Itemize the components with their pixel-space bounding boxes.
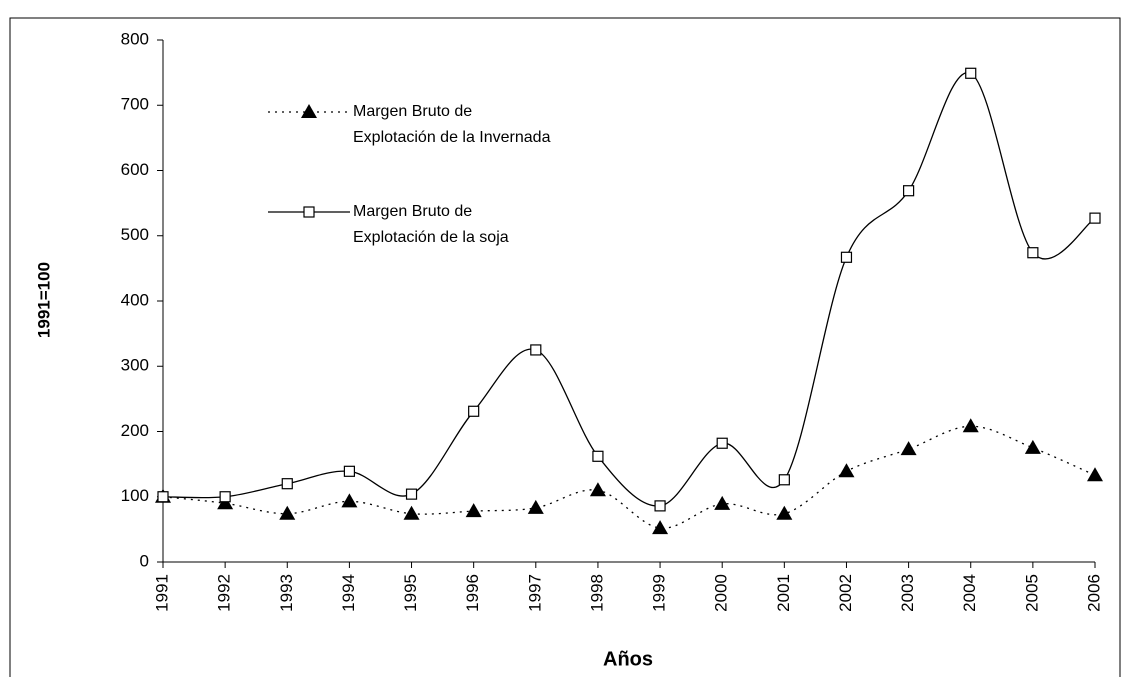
x-tick-label: 1992 [215, 574, 234, 612]
square-marker [405, 488, 418, 500]
y-tick-label: 800 [121, 29, 149, 48]
square-marker [530, 344, 542, 356]
square-marker [654, 500, 666, 512]
y-tick-label: 600 [121, 160, 149, 179]
legend-label: Margen Bruto de Explotación de la Invern… [353, 103, 551, 146]
triangle-marker [652, 520, 669, 535]
x-tick-label: 1995 [401, 574, 420, 612]
legend-label: Margen Bruto de Explotación de la soja [353, 203, 509, 246]
y-tick-label: 700 [121, 95, 149, 114]
x-tick-label: 1999 [650, 574, 669, 612]
square-marker [840, 251, 853, 263]
square-marker [281, 478, 293, 490]
x-tick-label: 1996 [463, 574, 482, 612]
x-axis-title: Años [603, 648, 653, 670]
triangle-marker [527, 499, 544, 514]
series-line [162, 72, 1096, 507]
triangle-marker [962, 418, 979, 433]
x-tick-label: 1994 [339, 574, 358, 612]
x-tick-label: 2004 [960, 574, 979, 612]
y-tick-label: 500 [121, 225, 149, 244]
y-tick-label: 0 [140, 551, 149, 570]
triangle-marker [900, 441, 917, 456]
x-tick-label: 2000 [712, 574, 731, 612]
square-marker [157, 491, 169, 503]
y-axis-title: 1991=100 [34, 262, 53, 338]
square-marker [716, 437, 728, 449]
x-tick-label: 2001 [774, 574, 793, 612]
square-marker [219, 491, 231, 503]
x-tick-label: 2002 [836, 574, 855, 612]
square-marker [902, 185, 915, 197]
square-marker [343, 465, 355, 477]
frame [9, 17, 1121, 677]
legend-marker [301, 104, 317, 118]
triangle-marker [1024, 439, 1041, 454]
triangle-marker [1087, 467, 1103, 482]
y-tick-label: 200 [121, 421, 149, 440]
x-tick-label: 1998 [587, 574, 606, 612]
square-marker [1089, 212, 1101, 224]
x-tick-label: 2006 [1084, 574, 1103, 612]
x-tick-label: 2005 [1022, 574, 1041, 612]
triangle-marker [465, 503, 482, 518]
triangle-marker [403, 505, 420, 520]
triangle-marker [838, 463, 855, 478]
x-tick-label: 2003 [898, 574, 917, 612]
triangle-marker [714, 495, 731, 510]
triangle-marker [279, 505, 296, 520]
legend-marker [303, 206, 315, 218]
square-marker [468, 405, 480, 417]
triangle-marker [776, 505, 793, 520]
square-marker [778, 474, 790, 486]
x-tick-label: 1997 [525, 574, 544, 612]
triangle-marker [341, 493, 358, 508]
y-tick-label: 100 [121, 486, 149, 505]
x-tick-label: 1993 [277, 574, 296, 612]
square-marker [965, 67, 977, 79]
y-tick-label: 400 [121, 290, 149, 309]
x-tick-label: 1991 [152, 574, 171, 612]
triangle-marker [589, 482, 606, 497]
square-marker [1027, 247, 1039, 259]
square-marker [592, 450, 604, 462]
series-line [162, 425, 1096, 529]
y-tick-label: 300 [121, 356, 149, 375]
